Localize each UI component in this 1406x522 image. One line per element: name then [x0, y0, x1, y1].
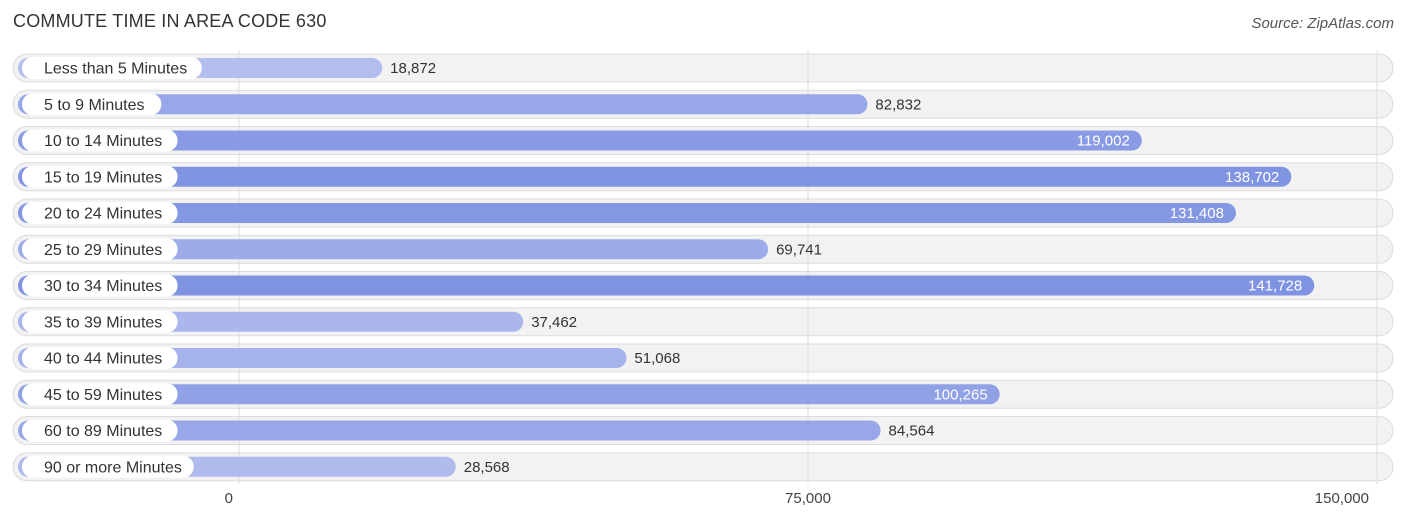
bar [18, 275, 1315, 296]
value-label: 28,568 [464, 459, 510, 476]
category-label: 20 to 24 Minutes [44, 206, 162, 223]
x-tick-label: 150,000 [1315, 490, 1369, 507]
category-label: 5 to 9 Minutes [44, 97, 145, 114]
category-pill [22, 347, 178, 369]
value-label: 37,462 [531, 314, 577, 331]
category-pill [22, 93, 162, 116]
bar [18, 384, 1000, 405]
category-pill [22, 383, 178, 406]
source-note: Source: ZipAtlas.com [1251, 15, 1394, 32]
bar [18, 239, 769, 260]
value-label: 18,872 [390, 60, 436, 77]
category-pill [22, 238, 178, 261]
category-label: 30 to 34 Minutes [44, 278, 162, 295]
value-label: 100,265 [933, 386, 987, 403]
category-pill [22, 419, 178, 442]
category-pill [22, 129, 178, 152]
category-pill [22, 202, 178, 224]
category-pill [22, 455, 194, 478]
category-label: 60 to 89 Minutes [44, 423, 162, 440]
value-label: 51,068 [634, 350, 680, 367]
value-label: 131,408 [1170, 205, 1224, 222]
category-label: 35 to 39 Minutes [44, 314, 162, 331]
value-label: 69,741 [776, 241, 822, 258]
bar [18, 130, 1142, 151]
x-tick-label: 75,000 [785, 490, 831, 507]
category-label: Less than 5 Minutes [44, 61, 187, 78]
bar [18, 166, 1292, 187]
category-pill [22, 310, 178, 333]
value-label: 82,832 [875, 96, 921, 113]
chart-title: COMMUTE TIME IN AREA CODE 630 [13, 11, 327, 31]
bar [18, 94, 868, 115]
category-label: 10 to 14 Minutes [44, 133, 162, 150]
category-pill [22, 274, 178, 297]
category-label: 15 to 19 Minutes [44, 169, 162, 186]
bar [18, 203, 1236, 223]
category-label: 45 to 59 Minutes [44, 387, 162, 404]
category-label: 25 to 29 Minutes [44, 242, 162, 259]
value-label: 141,728 [1248, 278, 1302, 295]
x-tick-label: 0 [225, 490, 233, 507]
category-pill [22, 165, 178, 188]
bar [18, 420, 881, 441]
value-label: 119,002 [1077, 133, 1130, 150]
category-pill [22, 57, 202, 79]
category-label: 90 or more Minutes [44, 459, 182, 476]
category-label: 40 to 44 Minutes [44, 351, 162, 368]
value-label: 138,702 [1225, 169, 1279, 186]
value-label: 84,564 [889, 423, 935, 440]
